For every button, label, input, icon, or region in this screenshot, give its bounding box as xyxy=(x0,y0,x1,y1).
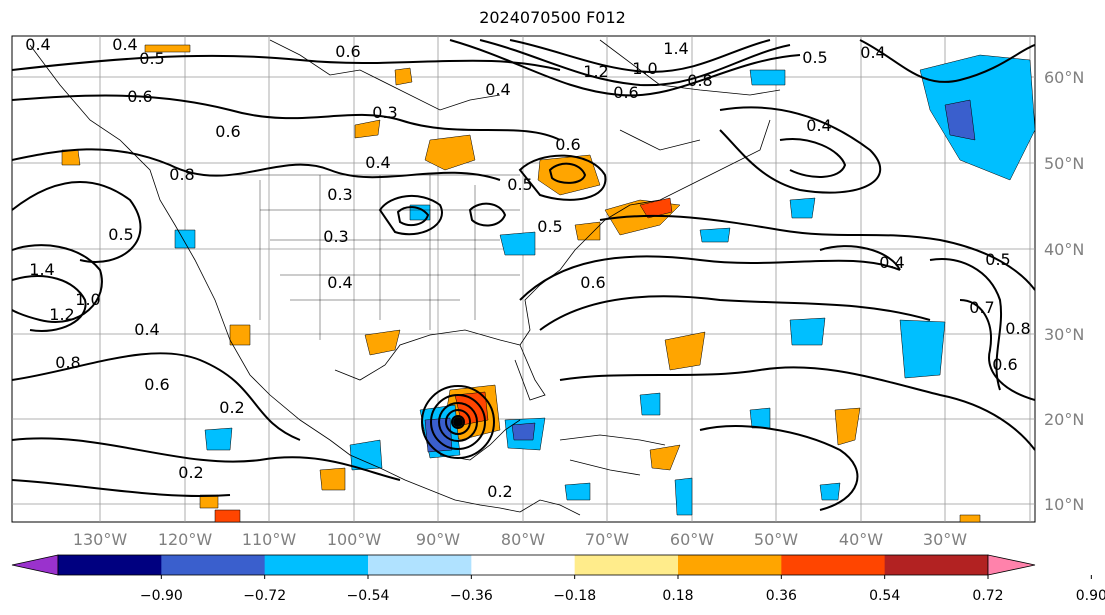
contour-label: 0.3 xyxy=(323,227,348,246)
contour-label: 0.4 xyxy=(327,273,352,292)
colorbar-extend-min xyxy=(11,554,59,576)
contour-label: 0.2 xyxy=(487,482,512,501)
contour-label: 0.5 xyxy=(139,49,164,68)
colorbar-extend-max xyxy=(987,554,1036,576)
colorbar-tick-label: 0.72 xyxy=(972,588,1003,604)
contour-label: 0.6 xyxy=(555,135,580,154)
contour-label: 0.4 xyxy=(879,253,904,272)
colorbar-tick-label: 0.90 xyxy=(1076,588,1105,604)
colorbar-segment xyxy=(781,555,886,575)
colorbar-tick-label: −0.36 xyxy=(450,588,493,604)
contour-label: 1.2 xyxy=(49,305,74,324)
colorbar-tick-label: 0.18 xyxy=(662,588,693,604)
colorbar-ticks: −0.90 −0.72 −0.54 −0.36 −0.18 0.18 0.36 0.54 0.7… xyxy=(140,575,1105,604)
contour-label-group: 0.4 0.40.5 0.6 1.41.2 1.00.80.60.5 0.40.60.30… xyxy=(25,35,1030,501)
colorbar-tick-label: −0.18 xyxy=(553,588,596,604)
contour-label: 0.4 xyxy=(112,35,137,54)
coastlines xyxy=(29,39,781,516)
longitude-label: 130°W xyxy=(73,530,128,549)
contour-label: 0.5 xyxy=(537,217,562,236)
colorbar-segment xyxy=(58,555,162,575)
latitude-label: 40°N xyxy=(1044,240,1084,259)
latitude-label: 30°N xyxy=(1044,325,1084,344)
longitude-label: 90°W xyxy=(416,530,460,549)
contour-label: 0.6 xyxy=(127,87,152,106)
contour-label: 0.6 xyxy=(613,83,638,102)
contour-label: 1.0 xyxy=(632,59,657,78)
longitude-label: 80°W xyxy=(501,530,545,549)
state-borders xyxy=(210,174,520,340)
longitude-label: 30°W xyxy=(923,530,967,549)
latitude-label: 60°N xyxy=(1044,68,1084,87)
contour-label: 0.4 xyxy=(134,320,159,339)
graticule xyxy=(12,36,1035,522)
contour-label: 0.4 xyxy=(25,35,50,54)
colorbar-segment xyxy=(368,555,472,575)
contour-label: 0.4 xyxy=(860,43,885,62)
colorbar-tick-label: −0.54 xyxy=(347,588,390,604)
contour-label: 0.8 xyxy=(1005,319,1030,338)
contour-label: 0.5 xyxy=(507,175,532,194)
colorbar-segment xyxy=(161,555,266,575)
colorbar-tick-label: −0.72 xyxy=(243,588,286,604)
storm-rings xyxy=(421,385,495,459)
contour-label: 0.8 xyxy=(55,353,80,372)
storm-center xyxy=(453,417,463,427)
contour-label: 0.5 xyxy=(985,250,1010,269)
contour-label: 0.2 xyxy=(178,463,203,482)
contour-label: 0.6 xyxy=(335,42,360,61)
longitude-label: 100°W xyxy=(327,530,382,549)
contour-label: 0.5 xyxy=(108,225,133,244)
colorbar-segment xyxy=(574,555,679,575)
longitude-label: 110°W xyxy=(242,530,297,549)
contour-lines xyxy=(12,39,1035,511)
contour-label: 1.2 xyxy=(583,62,608,81)
colorbar-tick-label: 0.54 xyxy=(869,588,900,604)
contour-label: 0.6 xyxy=(580,273,605,292)
contour-label: 0.4 xyxy=(485,80,510,99)
contour-label: 0.4 xyxy=(806,116,831,135)
longitude-axis: 130°W 120°W 110°W 100°W 90°W 80°W 70°W 60°W 50°W… xyxy=(73,530,967,549)
colorbar-tick-label: −0.90 xyxy=(140,588,183,604)
longitude-label: 40°W xyxy=(839,530,883,549)
latitude-axis: 60°N 50°N 40°N 30°N 20°N 10°N xyxy=(1044,68,1084,514)
longitude-label: 70°W xyxy=(585,530,629,549)
contour-label: 0.6 xyxy=(992,355,1017,374)
contour-label: 0.8 xyxy=(687,71,712,90)
longitude-label: 120°W xyxy=(158,530,213,549)
contour-label: 0.3 xyxy=(327,185,352,204)
contour-label: 0.2 xyxy=(219,398,244,417)
contour-label: 0.6 xyxy=(144,375,169,394)
contour-label: 1.0 xyxy=(75,290,100,309)
contour-label: 0.4 xyxy=(365,153,390,172)
colorbar-segment xyxy=(264,555,369,575)
contour-label: 0.3 xyxy=(372,103,397,122)
colorbar-segment xyxy=(678,555,782,575)
contour-label: 0.7 xyxy=(969,298,994,317)
contour-label: 0.6 xyxy=(215,122,240,141)
colorbar-segment xyxy=(471,555,576,575)
latitude-label: 20°N xyxy=(1044,410,1084,429)
latitude-label: 10°N xyxy=(1044,495,1084,514)
longitude-label: 50°W xyxy=(754,530,798,549)
shaded-anomalies xyxy=(61,44,1035,522)
longitude-label: 60°W xyxy=(670,530,714,549)
map-title: 2024070500 F012 xyxy=(479,8,626,27)
colorbar-tick-label: 0.36 xyxy=(766,588,797,604)
colorbar xyxy=(11,554,1036,576)
contour-label: 0.8 xyxy=(169,165,194,184)
contour-label: 0.5 xyxy=(802,48,827,67)
contour-label: 1.4 xyxy=(663,39,688,58)
latitude-label: 50°N xyxy=(1044,154,1084,173)
colorbar-segment xyxy=(884,555,989,575)
contour-label: 1.4 xyxy=(29,260,54,279)
